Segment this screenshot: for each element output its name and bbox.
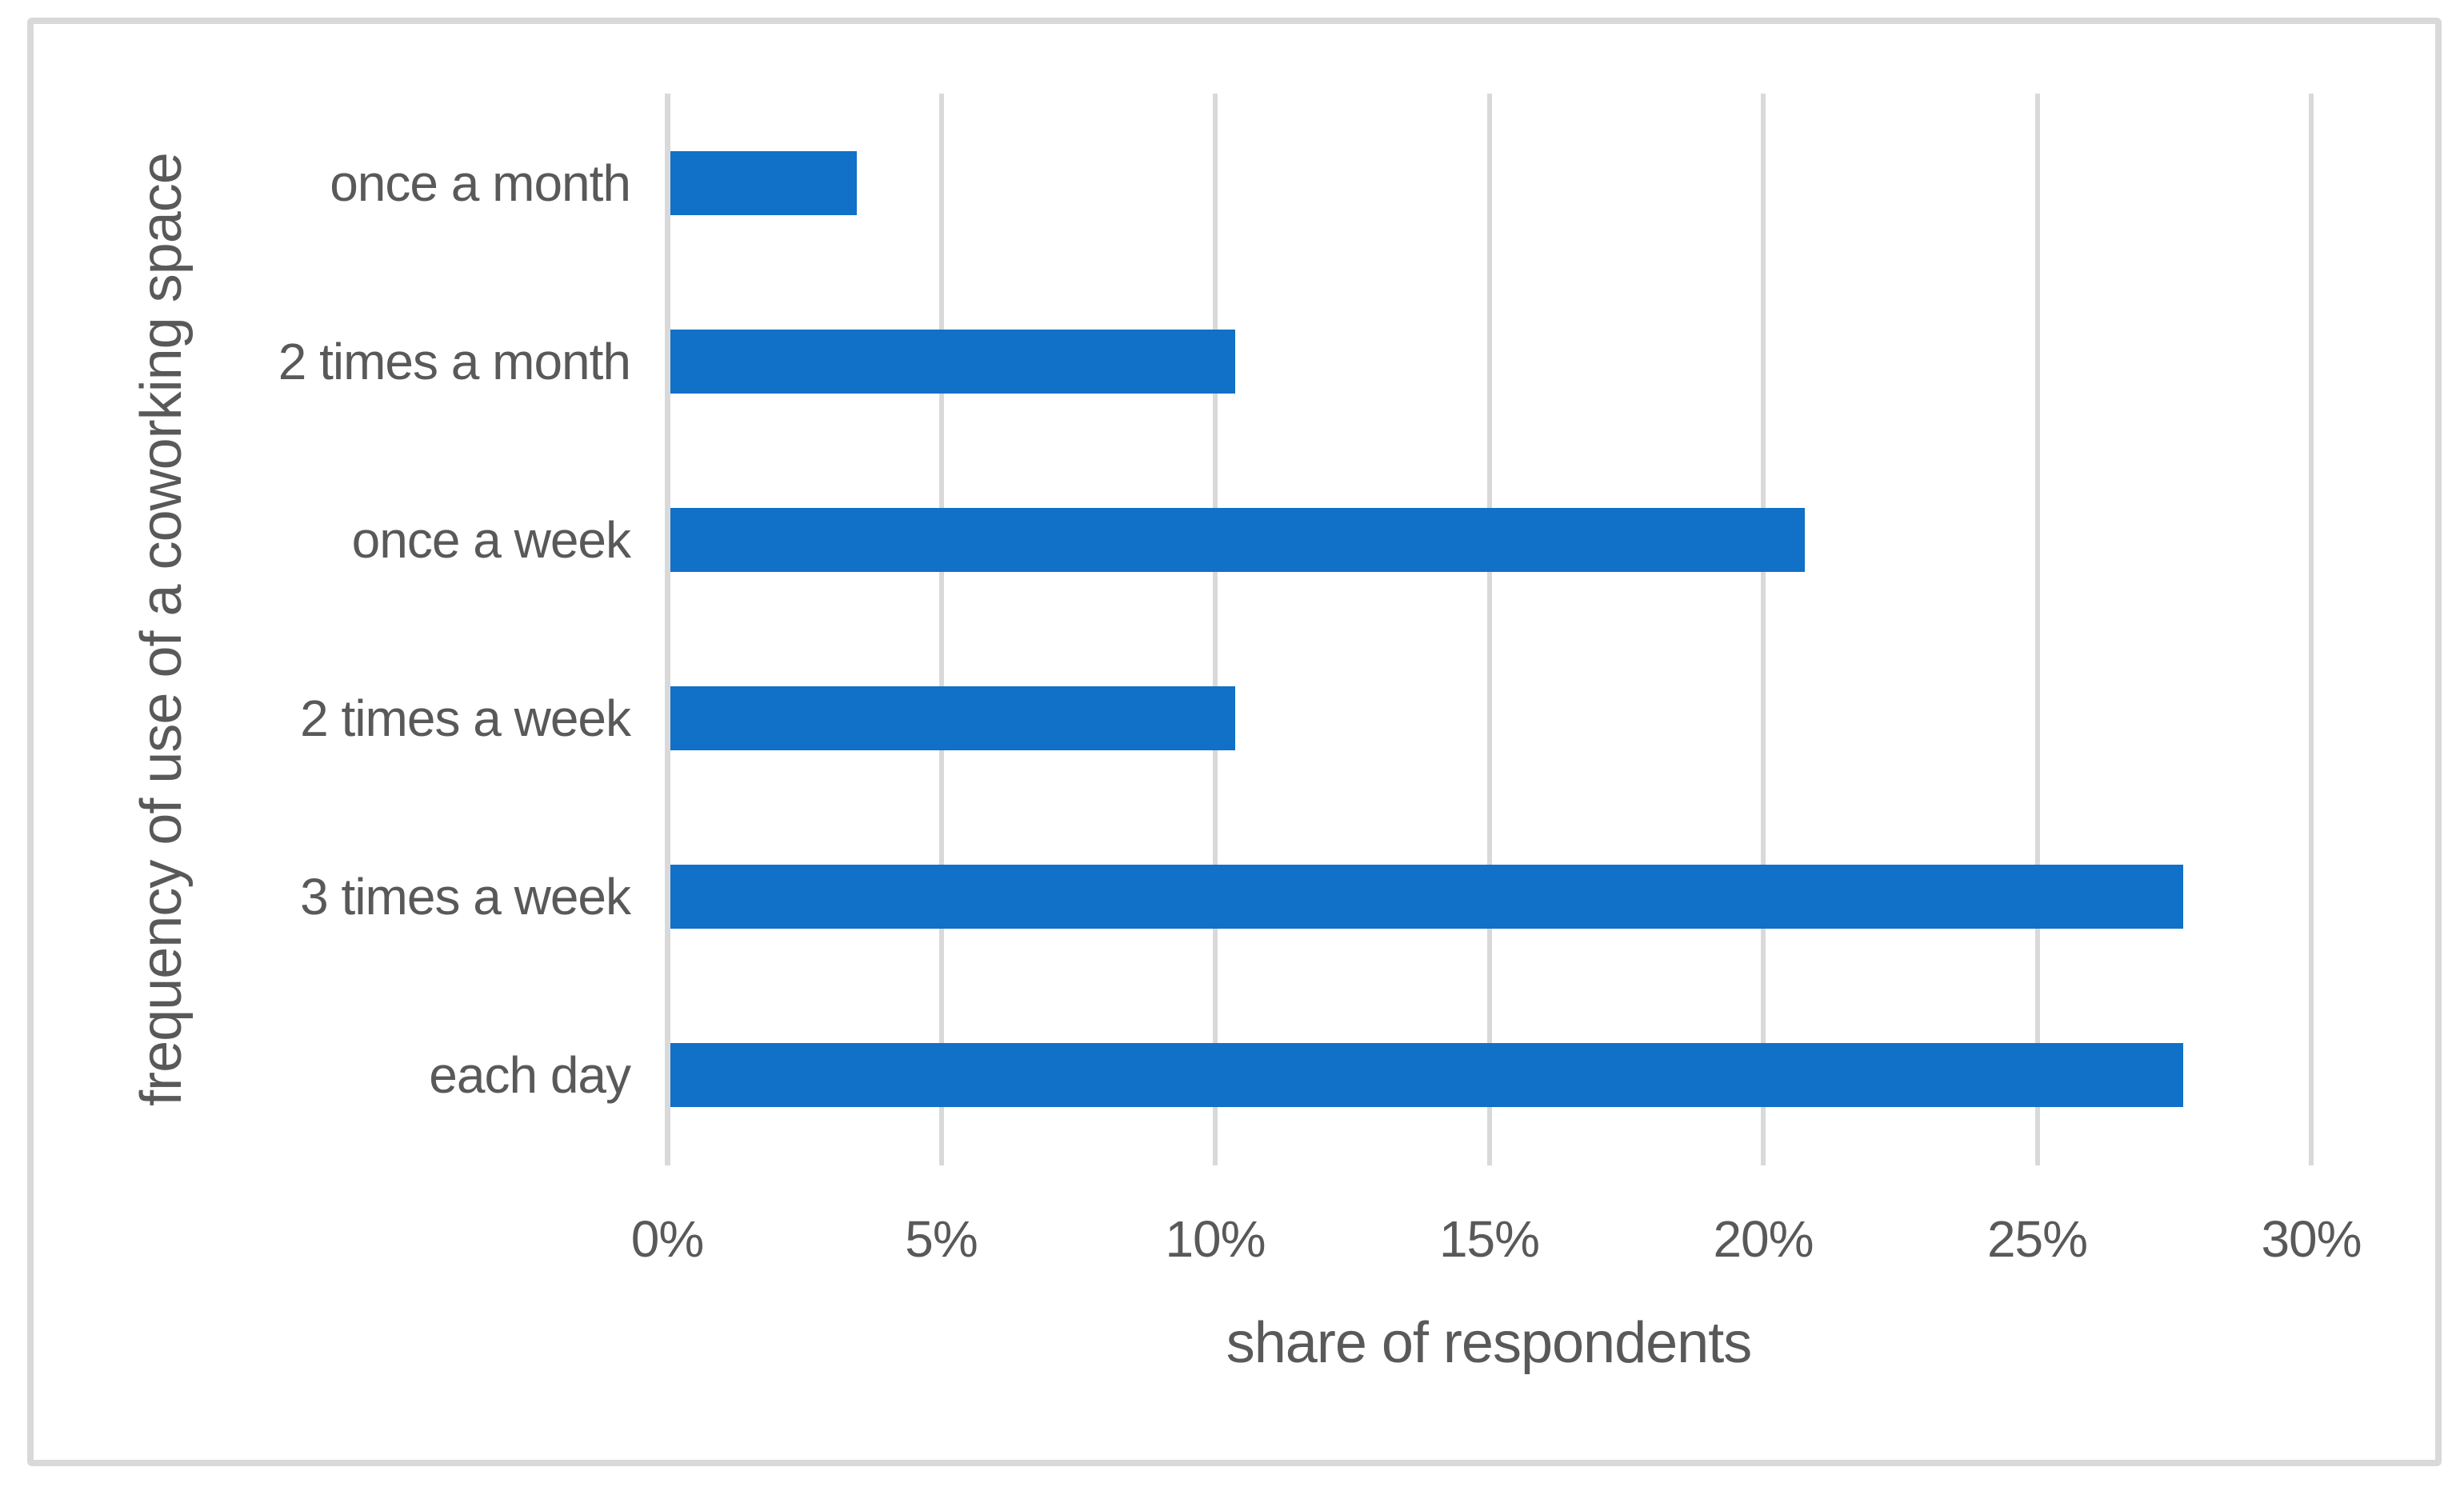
bar (670, 151, 857, 215)
gridline (1486, 94, 1492, 1165)
bar (670, 686, 1235, 750)
y-axis-line (665, 94, 670, 1165)
gridline (1761, 94, 1766, 1165)
x-tick-label: 30% (2261, 1210, 2362, 1268)
x-tick-label: 20% (1713, 1210, 1814, 1268)
x-tick-label: 0% (630, 1210, 705, 1268)
bar (670, 1043, 2183, 1107)
bar (670, 865, 2183, 929)
bar (670, 508, 1805, 572)
category-label: each day (429, 1046, 631, 1104)
category-label: 2 times a week (300, 690, 631, 747)
y-axis-title: frequency of use of a coworking space (130, 153, 194, 1106)
category-label: 2 times a month (278, 333, 631, 390)
x-tick-label: 25% (1986, 1210, 2088, 1268)
x-axis-title: share of respondents (1226, 1311, 1752, 1375)
category-label: 3 times a week (300, 868, 631, 925)
gridline (2034, 94, 2040, 1165)
x-tick-label: 10% (1165, 1210, 1266, 1268)
category-label: once a month (330, 154, 631, 212)
x-tick-label: 5% (905, 1210, 978, 1268)
gridline (2309, 94, 2314, 1165)
bar (670, 330, 1235, 394)
gridline (1213, 94, 1218, 1165)
gridline (938, 94, 944, 1165)
category-label: once a week (351, 511, 631, 569)
x-tick-label: 15% (1438, 1210, 1540, 1268)
